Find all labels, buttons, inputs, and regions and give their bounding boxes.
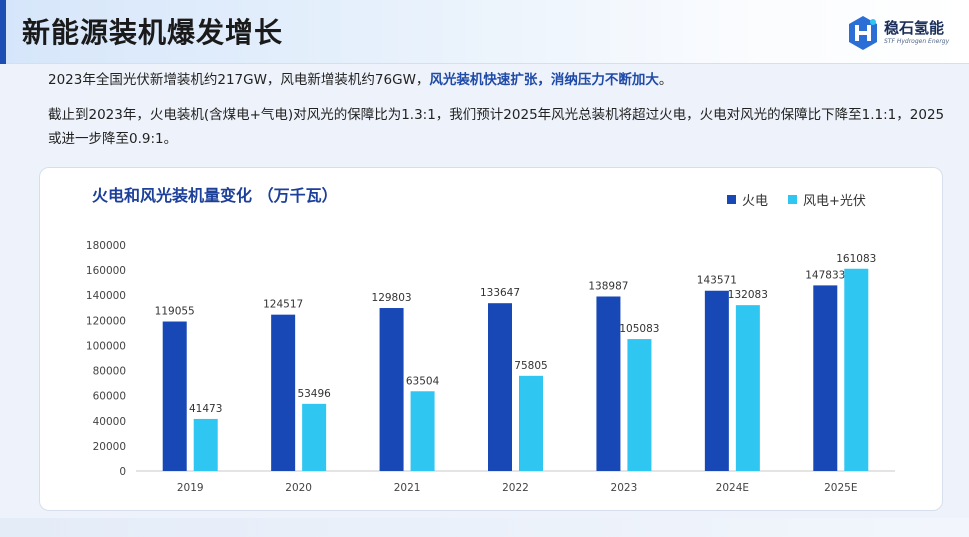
legend-item-thermal: 火电 bbox=[727, 190, 768, 209]
bar-renewable bbox=[735, 305, 760, 471]
y-tick-label: 80000 bbox=[93, 366, 126, 378]
data-label-renewable: 161083 bbox=[836, 253, 876, 265]
summary-paragraph-2: 截止到2023年，火电装机(含煤电+气电)对风光的保障比为1.3:1，我们预计2… bbox=[48, 107, 945, 147]
x-tick-label: 2022 bbox=[502, 482, 529, 494]
bar-thermal bbox=[704, 290, 729, 471]
p1-text-start: 2023年全国光伏新增装机约217GW，风电新增装机约76GW， bbox=[48, 72, 430, 88]
bar-thermal bbox=[488, 303, 512, 471]
chart-card: 火电和风光装机量变化 （万千瓦） 火电 风电+光伏 0 20000 40000 600… bbox=[39, 167, 943, 511]
bar-thermal bbox=[271, 314, 296, 471]
summary-paragraph-1: 2023年全国光伏新增装机约217GW，风电新增装机约76GW，风光装机快速扩张… bbox=[48, 68, 948, 92]
bar-renewable bbox=[519, 375, 543, 471]
y-tick-label: 60000 bbox=[93, 391, 126, 403]
bar-thermal bbox=[596, 296, 621, 471]
data-label-thermal: 147833 bbox=[805, 269, 845, 281]
x-tick-label: 2019 bbox=[177, 482, 204, 494]
data-label-renewable: 53496 bbox=[297, 388, 331, 400]
header-bar: 新能源装机爆发增长 稳石氢能 STF Hydrogen Energy bbox=[0, 0, 969, 64]
x-tick-label: 2025E bbox=[824, 482, 857, 494]
y-tick-label: 160000 bbox=[86, 265, 126, 277]
p1-text-end: 。 bbox=[658, 72, 673, 88]
data-label-thermal: 129803 bbox=[372, 292, 412, 304]
chart-legend: 火电 风电+光伏 bbox=[727, 190, 886, 209]
logo-mark-icon bbox=[849, 16, 877, 50]
legend-label-renewable: 风电+光伏 bbox=[803, 194, 866, 209]
data-label-thermal: 143571 bbox=[697, 275, 737, 287]
data-label-renewable: 132083 bbox=[728, 289, 768, 301]
bottom-strip bbox=[0, 518, 969, 537]
bar-renewable bbox=[302, 403, 327, 471]
data-label-renewable: 75805 bbox=[514, 360, 547, 372]
legend-swatch-thermal bbox=[727, 195, 736, 204]
data-label-renewable: 63504 bbox=[406, 375, 440, 387]
y-tick-label: 40000 bbox=[93, 416, 126, 428]
y-tick-label: 100000 bbox=[86, 340, 126, 352]
y-tick-label: 140000 bbox=[86, 290, 126, 302]
data-label-thermal: 138987 bbox=[588, 280, 628, 292]
bar-renewable bbox=[844, 268, 869, 471]
data-label-renewable: 41473 bbox=[189, 403, 222, 415]
x-tick-label: 2021 bbox=[394, 482, 421, 494]
bar-renewable bbox=[627, 339, 652, 471]
data-label-thermal: 133647 bbox=[480, 287, 520, 299]
x-tick-label: 2024E bbox=[716, 482, 749, 494]
bar-thermal bbox=[379, 308, 404, 471]
bar-renewable bbox=[193, 418, 218, 471]
data-label-thermal: 124517 bbox=[263, 299, 303, 311]
data-label-thermal: 119055 bbox=[155, 306, 195, 318]
header-accent-bar bbox=[0, 0, 6, 64]
x-tick-label: 2023 bbox=[611, 482, 638, 494]
page-title: 新能源装机爆发增长 bbox=[22, 16, 284, 49]
x-tick-label: 2020 bbox=[285, 482, 312, 494]
y-tick-label: 0 bbox=[119, 466, 126, 478]
company-logo: 稳石氢能 STF Hydrogen Energy bbox=[846, 14, 964, 54]
bar-thermal bbox=[162, 321, 187, 471]
bar-renewable bbox=[410, 391, 435, 471]
legend-item-renewable: 风电+光伏 bbox=[788, 190, 866, 209]
data-label-renewable: 105083 bbox=[619, 323, 659, 335]
legend-label-thermal: 火电 bbox=[742, 194, 769, 209]
bar-thermal bbox=[813, 285, 838, 471]
bar-chart: 0 20000 40000 60000 80000 100000 120000 140000 1… bbox=[86, 240, 895, 494]
chart-title: 火电和风光装机量变化 （万千瓦） bbox=[92, 186, 338, 205]
y-tick-label: 180000 bbox=[86, 240, 126, 252]
y-tick-label: 120000 bbox=[86, 315, 126, 327]
legend-swatch-renewable bbox=[788, 195, 798, 204]
y-tick-label: 20000 bbox=[93, 441, 126, 453]
p1-highlight: 风光装机快速扩张，消纳压力不断加大 bbox=[429, 72, 659, 88]
logo-text-cn: 稳石氢能 bbox=[884, 19, 945, 37]
logo-text-en: STF Hydrogen Energy bbox=[884, 38, 950, 45]
